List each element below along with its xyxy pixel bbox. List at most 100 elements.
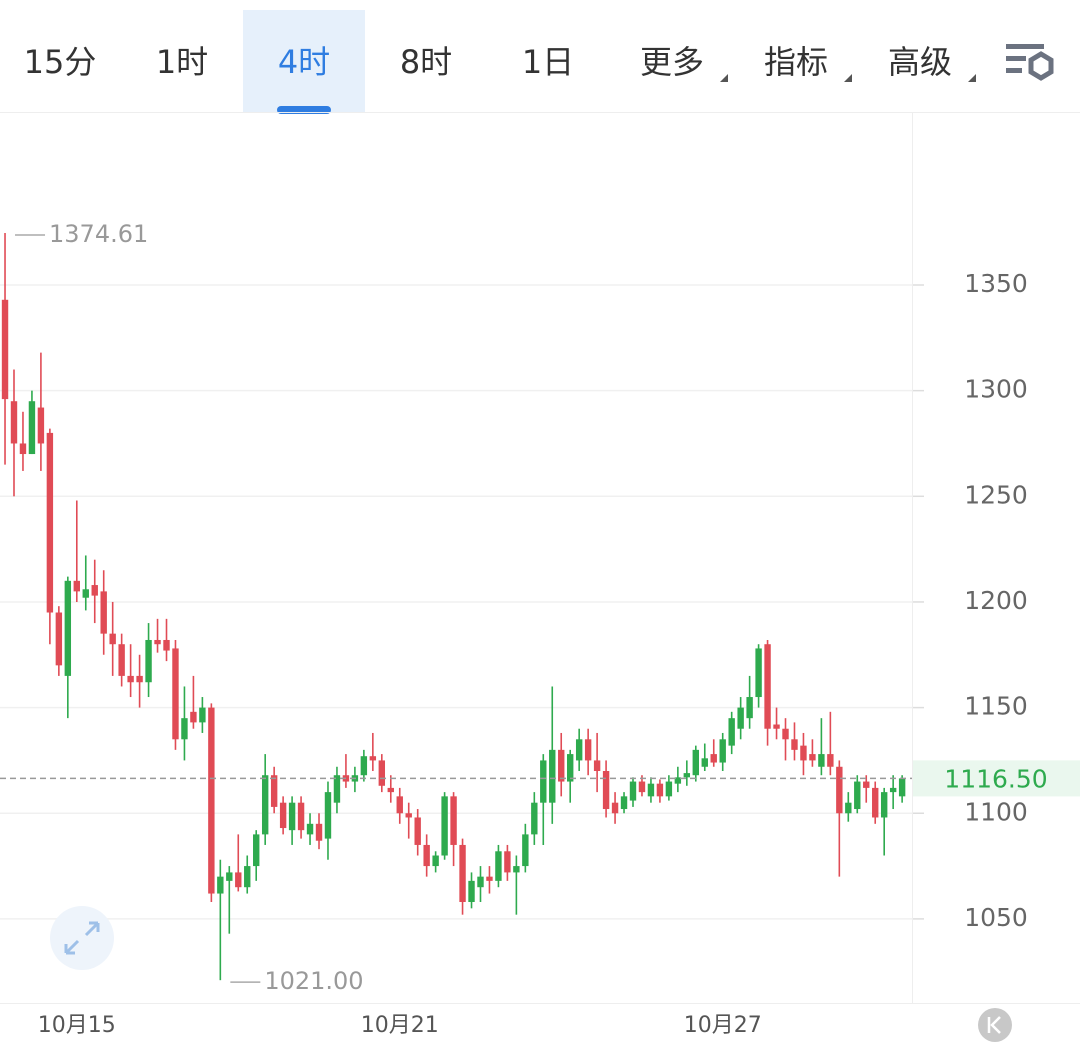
annotation-label: 1374.61 — [49, 220, 148, 248]
candle-body — [73, 580, 80, 592]
tab-bar: 15分 1时 4时 8时 1日 更多 指标 高级 — [24, 10, 976, 114]
candle-body — [629, 781, 637, 801]
tab-label: 指标 — [764, 43, 828, 81]
icon-bar — [1006, 56, 1026, 61]
candle-body — [396, 796, 403, 814]
candle-body — [459, 844, 466, 902]
candle-body — [172, 648, 179, 740]
dropdown-caret — [968, 74, 976, 82]
candle-body — [55, 612, 63, 666]
tab-label: 8时 — [400, 43, 452, 81]
candle-body — [486, 876, 493, 881]
candle-body — [235, 872, 242, 888]
candle-body — [854, 781, 861, 810]
candle-body — [746, 697, 753, 719]
settings-icon[interactable] — [1006, 44, 1054, 81]
icon-bar — [1006, 44, 1044, 49]
candle-body — [306, 823, 314, 835]
tab-label: 4时 — [278, 43, 330, 81]
candle-body — [567, 754, 574, 782]
candle-body — [575, 739, 583, 761]
candle-body — [584, 739, 592, 761]
tab[interactable]: 指标 — [764, 43, 852, 82]
candle-body — [513, 866, 520, 873]
candle-body — [181, 718, 188, 740]
candle-body — [611, 802, 619, 814]
candle-body — [10, 401, 18, 444]
candle-body — [755, 648, 762, 698]
candle-body — [468, 880, 475, 902]
candle-body — [450, 796, 457, 845]
x-tick-label: 10月15 — [38, 1013, 116, 1038]
candle-body — [127, 675, 134, 683]
icon-bar — [1006, 68, 1022, 73]
candle-body — [683, 773, 691, 778]
button-bg — [978, 1008, 1012, 1042]
candle-body — [737, 707, 744, 729]
candle-body — [297, 802, 305, 831]
candle-body — [28, 401, 36, 455]
reset-glyph — [987, 1016, 1001, 1034]
candle-body — [504, 851, 511, 873]
candle-body — [656, 783, 664, 797]
candle-body — [620, 796, 628, 810]
dropdown-caret — [720, 74, 728, 82]
candle-body — [1, 299, 9, 400]
candle-body — [593, 760, 601, 771]
candle-body — [692, 749, 699, 776]
tab-label: 15分 — [24, 43, 97, 81]
tab-label: 更多 — [640, 43, 704, 81]
chart: 1050 1100 1150 1200 1250 1300 1350 10月15 10月21 10… — [0, 220, 1080, 1038]
candle-body — [432, 855, 439, 867]
reset-button[interactable] — [978, 1008, 1012, 1042]
candle-body — [190, 711, 197, 723]
candle-body — [333, 775, 341, 803]
candle-body — [118, 644, 125, 676]
candle-body — [818, 754, 825, 767]
candle-body — [782, 728, 789, 740]
candle-body — [145, 639, 152, 683]
tab[interactable]: 更多 — [640, 43, 728, 82]
candle-body — [253, 834, 260, 867]
candle-body — [872, 787, 879, 818]
y-tick-label: 1050 — [964, 903, 1028, 932]
tab-label: 1日 — [522, 43, 574, 81]
tab[interactable]: 1时 — [156, 43, 208, 81]
candle-body — [208, 707, 215, 894]
y-tick-label: 1300 — [964, 375, 1028, 404]
y-tick-label: 1250 — [964, 480, 1028, 509]
candle-body — [270, 775, 278, 807]
x-tick-label: 10月21 — [361, 1013, 439, 1038]
candle-body — [863, 781, 870, 788]
candle-body — [154, 639, 161, 645]
tab[interactable]: 高级 — [888, 43, 976, 82]
candle-body — [414, 817, 421, 845]
tab[interactable]: 15分 — [24, 43, 97, 81]
tab[interactable]: 1日 — [522, 43, 574, 81]
candle-body — [701, 758, 708, 767]
candle-body — [800, 745, 807, 761]
tab-label: 1时 — [156, 43, 208, 81]
candle-body — [91, 585, 98, 596]
candle-body — [19, 443, 27, 455]
candle-body — [324, 792, 332, 839]
candle-body — [710, 754, 717, 763]
candle-body — [728, 718, 735, 746]
tab[interactable]: 8时 — [400, 43, 452, 81]
candle-body — [360, 756, 368, 776]
candle-body — [261, 775, 269, 835]
candle-body — [315, 823, 323, 841]
candle-body — [405, 813, 412, 818]
candle-body — [845, 802, 852, 814]
candle-body — [522, 834, 529, 867]
tab[interactable]: 4时 — [243, 10, 365, 114]
candle-body — [540, 760, 547, 803]
candle-body — [665, 781, 673, 797]
y-tick-label: 1350 — [964, 269, 1028, 298]
annotation-label: 1021.00 — [264, 967, 363, 995]
candle-body — [602, 770, 610, 810]
candle-body — [477, 876, 484, 888]
expand-button[interactable] — [50, 906, 114, 970]
candle-body — [889, 787, 897, 793]
